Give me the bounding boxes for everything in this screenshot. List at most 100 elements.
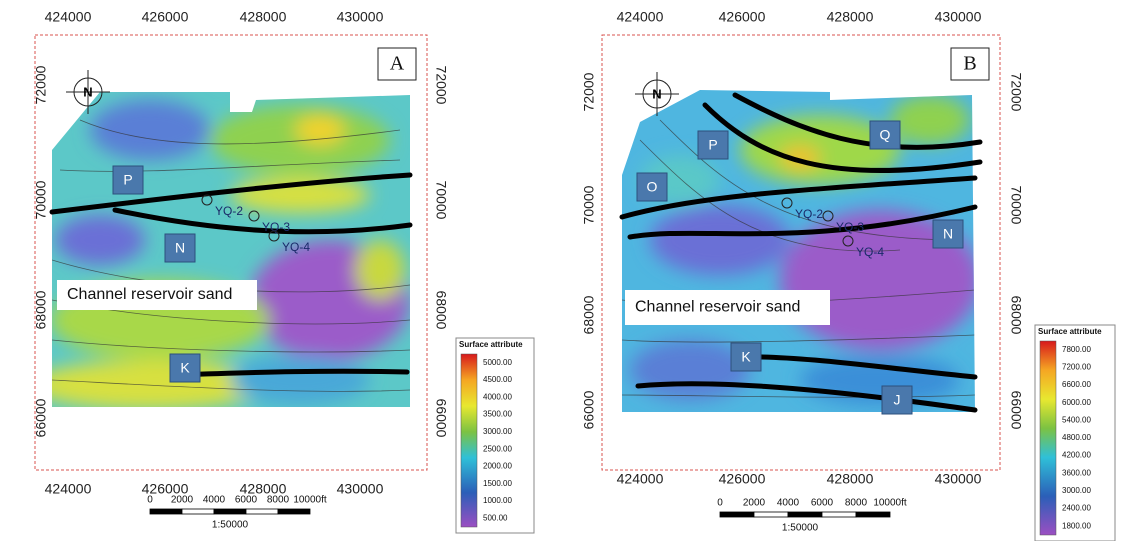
legend-label: 3000.00 [1062,486,1091,495]
y-tick-label: 66000 [1008,391,1024,430]
y-tick-label: 68000 [33,290,49,329]
legend-label: 4200.00 [1062,451,1091,460]
color-bar [1039,340,1057,536]
legend-label: 6600.00 [1062,380,1091,389]
panel-label-box [950,47,990,81]
legend-label: 6000.00 [1062,398,1091,407]
scale-label: 2000 [171,495,194,506]
x-tick-label: 428000 [827,471,874,487]
x-tick-label: 426000 [719,9,766,25]
zone-label: P [123,172,132,188]
zone-label: N [175,240,185,256]
scale-segment [719,511,755,518]
zone-box [697,130,729,160]
x-tick-label: 424000 [45,9,92,25]
scale-segment [149,508,183,515]
zone-label: O [647,179,658,195]
scale-label: 4000 [777,498,800,509]
zone-box [730,342,762,372]
zone-box [636,172,668,202]
legend-label: 1800.00 [1062,521,1091,530]
color-bar [460,353,478,528]
legend-label: 500.00 [483,513,508,522]
x-tick-label: 430000 [935,471,982,487]
well-marker [201,194,213,206]
zone-box [881,385,913,415]
x-tick-label: 430000 [935,9,982,25]
scale-label: 0 [717,498,723,509]
well-marker [248,210,260,222]
panel-label: A [390,53,405,75]
x-tick-label: 426000 [142,9,189,25]
y-tick-label: 70000 [581,185,597,224]
scale-label: 0 [147,495,153,506]
well-label: YQ-4 [856,245,884,259]
legend-label: 4000.00 [483,392,512,401]
scale-segment [277,508,311,515]
legend-label: 2400.00 [1062,504,1091,513]
y-tick-label: 70000 [1008,186,1024,225]
legend-label: 3500.00 [483,410,512,419]
legend-label: 1500.00 [483,479,512,488]
zone-label: K [180,360,190,376]
scale-label: 10000ft [873,498,907,509]
scale-segment [821,511,857,518]
well-marker [822,210,834,222]
frame [34,34,428,471]
y-tick-label: 66000 [581,390,597,429]
zone-box [932,219,964,249]
legend-label: 1000.00 [483,496,512,505]
annotation: Channel reservoir sand [635,299,800,316]
panel-label: B [963,53,976,75]
zone-box [169,353,201,383]
legend-title: Surface attribute [1038,327,1102,336]
scale-ratio: 1:50000 [212,520,249,531]
x-tick-label: 424000 [45,481,92,497]
legend-title: Surface attribute [459,340,523,349]
x-tick-label: 424000 [617,9,664,25]
legend-label: 7200.00 [1062,363,1091,372]
legend-label: 3600.00 [1062,468,1091,477]
y-tick-label: 72000 [1008,73,1024,112]
zone-label: P [708,137,717,153]
scale-label: 8000 [845,498,868,509]
annotation-box [57,280,257,310]
x-tick-label: 428000 [240,481,287,497]
north-label: N [83,84,92,99]
x-tick-label: 430000 [337,481,384,497]
y-tick-label: 68000 [581,295,597,334]
y-tick-label: 70000 [433,181,449,220]
x-tick-label: 426000 [719,471,766,487]
scale-label: 10000ft [293,495,327,506]
zone-box [869,120,901,150]
well-label: YQ-2 [795,207,823,221]
x-tick-label: 428000 [240,9,287,25]
y-tick-label: 72000 [581,72,597,111]
zone-label: J [894,392,901,408]
well-label: YQ-3 [262,220,290,234]
annotation: Channel reservoir sand [67,286,232,303]
y-tick-label: 66000 [433,399,449,438]
well-marker [781,197,793,209]
panel-label-box [377,47,417,81]
y-tick-label: 72000 [433,66,449,105]
legend-label: 3000.00 [483,427,512,436]
scale-segment [787,511,823,518]
annotation-box [625,290,830,325]
x-tick-label: 426000 [142,481,189,497]
zone-box [112,165,144,195]
legend-label: 4800.00 [1062,433,1091,442]
scale-label: 6000 [235,495,258,506]
x-tick-label: 424000 [617,471,664,487]
zone-box [164,233,196,263]
x-tick-label: 428000 [827,9,874,25]
x-tick-label: 430000 [337,9,384,25]
legend-label: 7800.00 [1062,345,1091,354]
scale-segment [753,511,789,518]
scale-label: 8000 [267,495,290,506]
y-tick-label: 72000 [33,65,49,104]
zone-label: N [943,226,953,242]
legend-label: 5400.00 [1062,415,1091,424]
legend-label: 4500.00 [483,375,512,384]
legend-label: 5000.00 [483,358,512,367]
